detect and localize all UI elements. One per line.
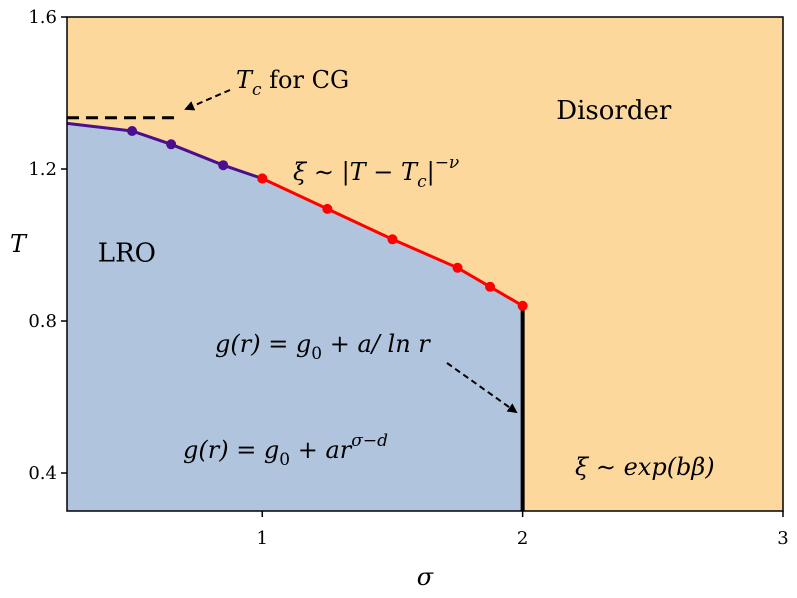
g-log-annotation: g(r) = g0 + a/ ln r	[215, 330, 431, 364]
g-log-rest: + a/ ln r	[322, 330, 431, 358]
x-tick-label: 1	[257, 528, 268, 549]
data-point-series1-2	[387, 234, 398, 245]
x-axis-title: σ	[417, 563, 434, 591]
y-tick-label: 0.4	[28, 463, 57, 484]
g-power-lhs: g(r) = g	[183, 436, 279, 464]
data-point-series0-1	[127, 126, 138, 136]
g-log-annotation-arrow	[446, 362, 518, 414]
disorder-region-label: Disorder	[556, 96, 672, 126]
data-point-series1-0	[257, 173, 268, 184]
cg-annotation-subscript: c	[252, 80, 262, 100]
g-power-subscript: 0	[279, 450, 290, 470]
y-tick-label: 1.2	[28, 159, 57, 180]
lro-region-label: LRO	[98, 239, 156, 269]
xi-power-law-annotation: ξ ∼ |T − Tc|−ν	[293, 153, 459, 192]
x-tick-label: 3	[777, 528, 788, 549]
y-tick-label: 0.8	[28, 311, 57, 332]
x-tick-label: 2	[517, 528, 528, 549]
data-point-series0-2	[166, 139, 177, 150]
y-tick-label: 1.6	[28, 7, 57, 28]
xi-power-close: |	[427, 158, 435, 187]
data-point-series1-1	[322, 203, 333, 214]
cg-annotation-arrow	[184, 89, 231, 111]
xi-exp-text: ξ ∼ exp(bβ)	[575, 453, 715, 481]
g-power-exponent: σ−d	[351, 431, 388, 451]
xi-power-lhs: ξ ∼ |T − T	[293, 158, 419, 187]
red-series-line	[261, 177, 524, 308]
y-axis-title: T	[10, 230, 28, 258]
xi-exp-annotation: ξ ∼ exp(bβ)	[575, 453, 715, 481]
g-power-rest: + ar	[290, 436, 353, 464]
data-point-series1-4	[485, 281, 496, 292]
lro-region	[67, 123, 523, 511]
xi-power-exponent: −ν	[435, 153, 460, 173]
plot-frame	[66, 16, 784, 512]
cg-annotation-text: for CG	[262, 66, 350, 94]
g-log-lhs: g(r) = g	[215, 330, 311, 358]
x-axis-ticks: 1 2 3	[257, 511, 789, 549]
g-power-annotation: g(r) = g0 + arσ−d	[183, 431, 388, 470]
data-point-series0-3	[218, 160, 229, 171]
cg-annotation: Tc for CG	[236, 66, 349, 100]
data-points	[127, 126, 528, 311]
g-log-subscript: 0	[311, 344, 322, 364]
data-point-series1-3	[452, 262, 463, 273]
y-axis-ticks: 0.4 0.8 1.2 1.6	[28, 7, 67, 484]
cg-annotation-symbol: T	[236, 66, 254, 94]
xi-power-subscript: c	[417, 172, 427, 192]
data-point-series1-5	[517, 300, 528, 311]
